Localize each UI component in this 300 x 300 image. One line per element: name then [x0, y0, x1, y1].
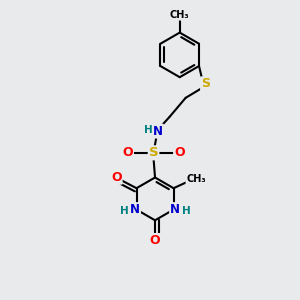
Text: O: O: [150, 234, 160, 247]
Text: S: S: [149, 146, 158, 159]
Text: N: N: [153, 124, 163, 138]
Text: N: N: [130, 203, 140, 216]
Text: H: H: [144, 124, 153, 135]
Text: O: O: [122, 146, 133, 159]
Text: H: H: [182, 206, 190, 216]
Text: S: S: [201, 77, 210, 90]
Text: N: N: [170, 203, 180, 216]
Text: H: H: [120, 206, 128, 216]
Text: O: O: [111, 171, 122, 184]
Text: CH₃: CH₃: [186, 174, 206, 184]
Text: O: O: [174, 146, 185, 159]
Text: CH₃: CH₃: [170, 10, 190, 20]
